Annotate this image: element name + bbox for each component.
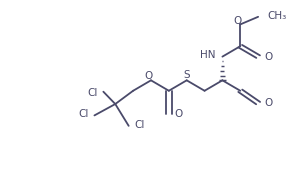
Text: O: O — [144, 71, 153, 81]
Text: Cl: Cl — [88, 88, 98, 98]
Text: O: O — [175, 109, 183, 119]
Text: Cl: Cl — [79, 109, 89, 119]
Text: S: S — [183, 70, 190, 80]
Text: O: O — [264, 98, 272, 108]
Text: O: O — [264, 52, 272, 62]
Text: HN: HN — [200, 50, 216, 60]
Text: Cl: Cl — [134, 120, 144, 130]
Text: O: O — [233, 16, 241, 26]
Text: CH₃: CH₃ — [267, 11, 286, 21]
